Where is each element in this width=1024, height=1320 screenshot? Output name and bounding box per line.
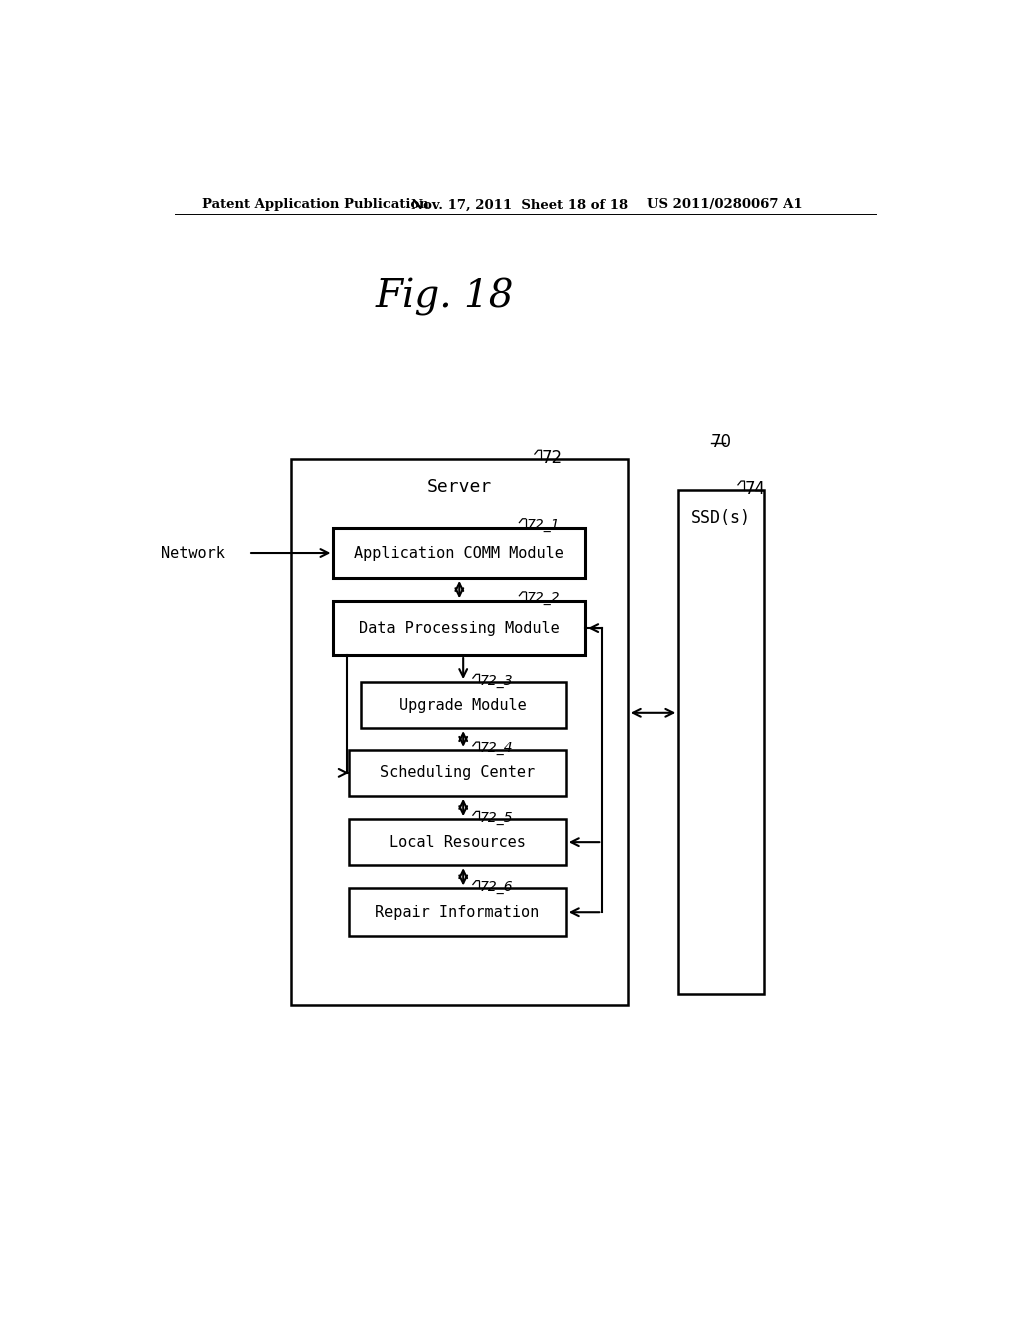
Bar xyxy=(349,750,566,796)
Text: 72_2: 72_2 xyxy=(526,591,560,605)
Text: Nov. 17, 2011  Sheet 18 of 18: Nov. 17, 2011 Sheet 18 of 18 xyxy=(411,198,628,211)
Text: Scheduling Center: Scheduling Center xyxy=(380,766,535,780)
Bar xyxy=(678,490,764,994)
Bar xyxy=(291,459,628,1006)
Bar xyxy=(334,601,586,655)
Bar xyxy=(360,682,566,729)
Text: US 2011/0280067 A1: US 2011/0280067 A1 xyxy=(647,198,803,211)
Text: 72_4: 72_4 xyxy=(480,742,513,755)
Text: Server: Server xyxy=(427,478,492,496)
Text: Repair Information: Repair Information xyxy=(375,904,540,920)
Text: 72_6: 72_6 xyxy=(480,880,513,894)
Text: 72_3: 72_3 xyxy=(480,673,513,688)
Text: Local Resources: Local Resources xyxy=(389,834,525,850)
Bar xyxy=(349,818,566,866)
Text: 70: 70 xyxy=(711,433,732,451)
Text: Application COMM Module: Application COMM Module xyxy=(354,545,564,561)
Text: SSD(s): SSD(s) xyxy=(691,508,751,527)
Text: 74: 74 xyxy=(744,480,766,498)
Text: Patent Application Publication: Patent Application Publication xyxy=(202,198,428,211)
Bar xyxy=(334,528,586,578)
Text: Data Processing Module: Data Processing Module xyxy=(359,620,560,636)
Text: 72: 72 xyxy=(542,449,563,467)
Text: Network: Network xyxy=(161,545,225,561)
Text: 72_5: 72_5 xyxy=(480,810,513,825)
Bar xyxy=(349,888,566,936)
Text: 72_1: 72_1 xyxy=(526,517,560,532)
Text: Fig. 18: Fig. 18 xyxy=(376,277,514,315)
Text: Upgrade Module: Upgrade Module xyxy=(399,697,527,713)
